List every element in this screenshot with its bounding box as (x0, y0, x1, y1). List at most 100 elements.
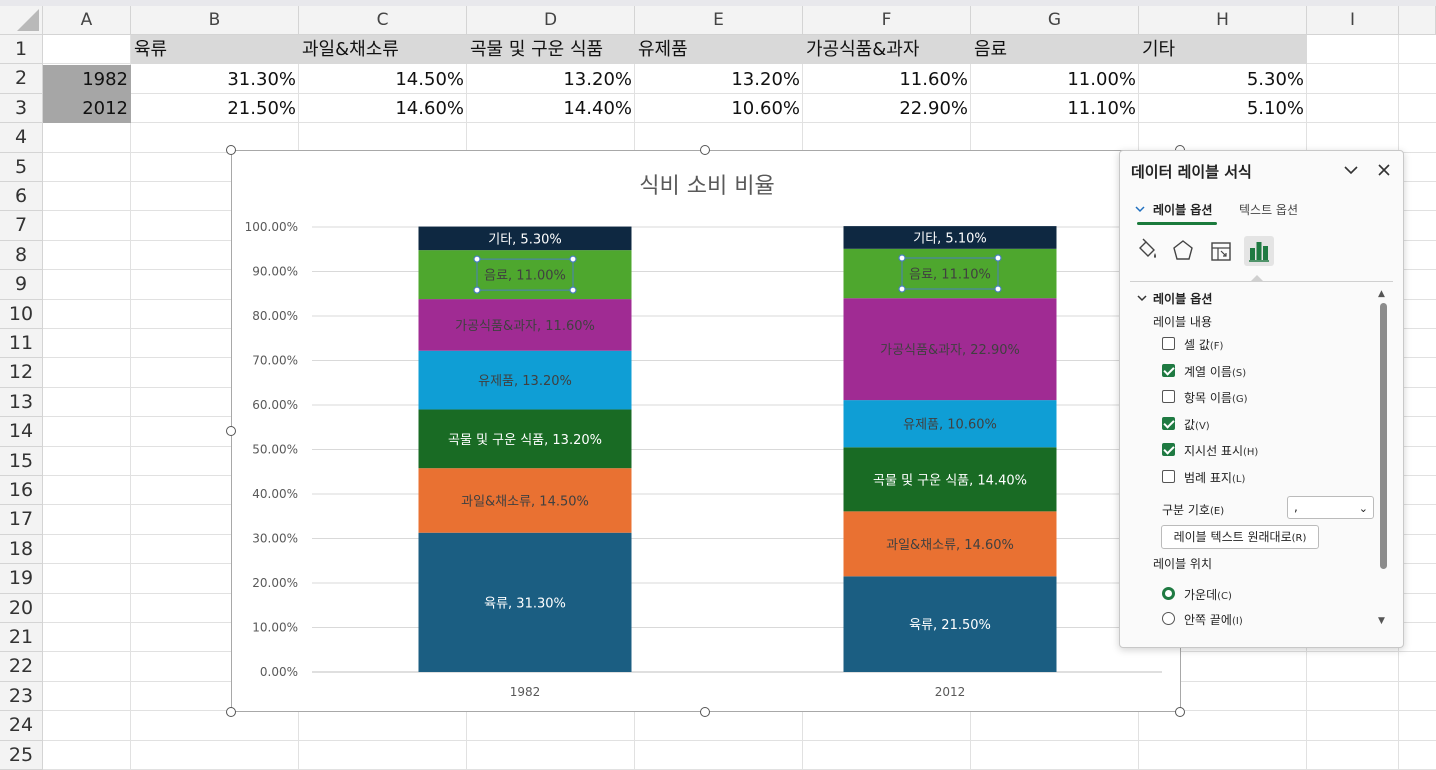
cell-D2[interactable]: 13.20% (563, 69, 632, 90)
select-all-button[interactable] (0, 6, 43, 35)
bar-segment[interactable] (843, 248, 1057, 299)
cell-E3[interactable]: 10.60% (731, 98, 800, 119)
cell-E2[interactable]: 13.20% (731, 69, 800, 90)
chart-resize-handle[interactable] (1175, 707, 1185, 717)
cell-G1[interactable]: 음료 (971, 35, 1139, 64)
cell-C2[interactable]: 14.50% (395, 69, 464, 90)
column-header-G[interactable]: G (971, 6, 1139, 35)
x-axis-tick-labels[interactable]: 1982 2012 (510, 685, 966, 699)
cell-B1[interactable]: 육류 (131, 35, 299, 64)
column-header-D[interactable]: D (467, 6, 635, 35)
y-tick-label[interactable]: 90.00% (252, 265, 298, 279)
y-tick-label[interactable]: 70.00% (252, 354, 298, 368)
bar-segment[interactable] (418, 532, 632, 672)
column-header-E[interactable]: E (635, 6, 803, 35)
separator-dropdown[interactable]: , ⌄ (1287, 496, 1374, 519)
chart-resize-handle[interactable] (226, 707, 236, 717)
column-header-next[interactable] (1399, 6, 1436, 35)
y-tick-label[interactable]: 60.00% (252, 398, 298, 412)
row-header-19[interactable]: 19 (0, 564, 43, 594)
cell-G3[interactable]: 11.10% (1067, 98, 1136, 119)
row-header-8[interactable]: 8 (0, 240, 43, 271)
data-label[interactable]: 육류, 31.30% (484, 596, 566, 611)
row-header-18[interactable]: 18 (0, 534, 43, 565)
row-header-3[interactable]: 3 (0, 93, 43, 124)
y-tick-label[interactable]: 50.00% (252, 443, 298, 457)
y-axis-tick-labels[interactable]: 0.00% 10.00% 20.00% 30.00% 40.00% 50.00% 60.00… (245, 220, 298, 679)
row-header-1[interactable]: 1 (0, 35, 43, 65)
y-tick-label[interactable]: 30.00% (252, 532, 298, 546)
effects-icon[interactable] (1168, 236, 1198, 266)
checkbox-label[interactable]: 항목 이름(G) (1184, 391, 1248, 406)
row-header-9[interactable]: 9 (0, 270, 43, 300)
label-selection-handle[interactable] (994, 285, 1002, 293)
bar-segment[interactable] (843, 576, 1057, 672)
checkbox-label[interactable]: 계열 이름(S) (1184, 364, 1247, 379)
row-header-25[interactable]: 25 (0, 740, 43, 770)
row-header-16[interactable]: 16 (0, 476, 43, 506)
row-header-10[interactable]: 10 (0, 299, 43, 329)
row-header-13[interactable]: 13 (0, 387, 43, 418)
y-tick-label[interactable]: 40.00% (252, 487, 298, 501)
data-label[interactable]: 음료, 11.00% (484, 269, 566, 284)
checkbox-4[interactable] (1162, 416, 1175, 430)
bar-segment[interactable] (843, 400, 1057, 448)
label-selection-handle[interactable] (473, 255, 481, 263)
size-properties-icon[interactable] (1206, 236, 1236, 266)
data-label[interactable]: 유제품, 13.20% (478, 374, 572, 389)
checkbox-6[interactable] (1162, 470, 1175, 483)
label-selection-handle[interactable] (994, 254, 1002, 262)
bar-segment[interactable] (418, 468, 632, 533)
section-label-options[interactable]: 레이블 옵션 (1153, 292, 1213, 306)
chevron-down-icon[interactable] (1137, 293, 1147, 303)
cell-A2[interactable]: 1982 (43, 65, 131, 94)
chart-canvas[interactable]: 식비 소비 비율 0.00% 10.00% 20.00% 30.00% 40.00% 50… (232, 151, 1182, 713)
bar-segment[interactable] (418, 350, 632, 410)
close-icon[interactable] (1375, 161, 1393, 179)
row-header-20[interactable]: 20 (0, 593, 43, 623)
row-header-4[interactable]: 4 (0, 123, 43, 153)
row-header-2[interactable]: 2 (0, 64, 43, 94)
cell-C1[interactable]: 과일&채소류 (299, 35, 467, 64)
cell-A3[interactable]: 2012 (43, 94, 131, 123)
y-tick-label[interactable]: 20.00% (252, 576, 298, 590)
stacked-bar-chart[interactable]: 식비 소비 비율 0.00% 10.00% 20.00% 30.00% 40.00% 50… (231, 150, 1181, 712)
bar-segment[interactable] (418, 250, 632, 300)
column-header-B[interactable]: B (131, 6, 299, 35)
cell-B2[interactable]: 31.30% (227, 69, 296, 90)
chart-resize-handle[interactable] (700, 707, 710, 717)
checkbox-1[interactable] (1162, 337, 1175, 350)
y-tick-label[interactable]: 100.00% (245, 220, 298, 234)
row-header-5[interactable]: 5 (0, 152, 43, 182)
checkbox-2[interactable] (1162, 363, 1175, 377)
data-label[interactable]: 과일&채소류, 14.50% (461, 494, 589, 509)
data-label[interactable]: 곡물 및 구운 식품, 13.20% (448, 433, 602, 448)
row-header-12[interactable]: 12 (0, 358, 43, 388)
checkbox-label[interactable]: 범례 표지(L) (1184, 471, 1246, 485)
pane-scrollbar[interactable] (1380, 303, 1387, 569)
label-selection-handle[interactable] (898, 254, 906, 262)
checkbox-label[interactable]: 지시선 표시(H) (1184, 444, 1259, 459)
row-header-24[interactable]: 24 (0, 711, 43, 741)
cell-D1[interactable]: 곡물 및 구운 식품 (467, 35, 635, 64)
row-header-15[interactable]: 15 (0, 446, 43, 476)
scroll-up-icon[interactable]: ▲ (1378, 289, 1385, 299)
radio-label[interactable]: 가운데(C) (1184, 588, 1232, 602)
cell-D3[interactable]: 14.40% (563, 98, 632, 119)
pane-options-chevron-icon[interactable] (1342, 161, 1360, 179)
checkbox-label[interactable]: 값(V) (1184, 417, 1210, 432)
y-tick-label[interactable]: 80.00% (252, 309, 298, 323)
x-tick-label[interactable]: 2012 (935, 685, 966, 699)
row-header-14[interactable]: 14 (0, 417, 43, 447)
chart-resize-handle[interactable] (700, 145, 710, 155)
row-header-17[interactable]: 17 (0, 505, 43, 535)
tab-label-options[interactable]: 레이블 옵션 (1153, 203, 1213, 217)
label-selection-handle[interactable] (473, 286, 481, 294)
fill-line-icon[interactable] (1132, 236, 1162, 266)
bar-segment[interactable] (418, 226, 632, 251)
column-header-C[interactable]: C (299, 6, 467, 35)
x-tick-label[interactable]: 1982 (510, 685, 541, 699)
bar-segment[interactable] (418, 409, 632, 469)
radio-1[interactable] (1162, 587, 1175, 600)
data-label[interactable]: 육류, 21.50% (909, 618, 991, 633)
